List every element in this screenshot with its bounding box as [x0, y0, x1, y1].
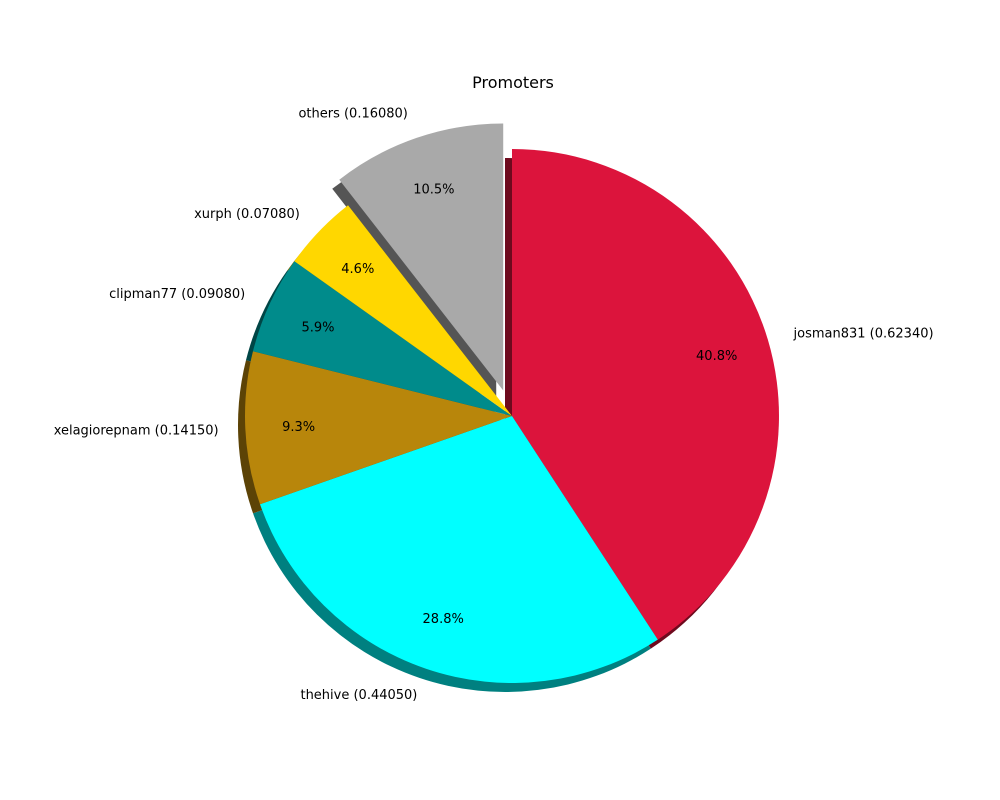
- slice-label-thehive: thehive (0.44050): [300, 688, 417, 703]
- pct-label-xelagiorepnam: 9.3%: [282, 420, 315, 435]
- slice-label-josman831: josman831 (0.62340): [793, 326, 934, 341]
- chart-title: Promoters: [472, 73, 554, 92]
- slice-xelagiorepnam: [245, 351, 513, 505]
- slice-layer: [245, 123, 779, 683]
- slice-thehive: [260, 416, 658, 683]
- slice-clipman77: [252, 261, 512, 416]
- slice-label-clipman77: clipman77 (0.09080): [109, 287, 245, 302]
- pct-label-josman831: 40.8%: [696, 349, 737, 364]
- pct-label-xurph: 4.6%: [341, 262, 374, 277]
- pct-label-others: 10.5%: [413, 182, 454, 197]
- pct-label-thehive: 28.8%: [423, 612, 464, 627]
- slice-label-xurph: xurph (0.07080): [194, 207, 300, 222]
- slice-xurph: [294, 205, 512, 416]
- slice-josman831: [512, 149, 779, 640]
- slice-label-others: others (0.16080): [298, 107, 407, 122]
- pct-label-clipman77: 5.9%: [301, 321, 334, 336]
- label-layer: 40.8% josman831 (0.62340) 28.8% thehive (0.…: [54, 107, 934, 703]
- slice-label-xelagiorepnam: xelagiorepnam (0.14150): [54, 424, 219, 439]
- slice-others: [339, 123, 504, 391]
